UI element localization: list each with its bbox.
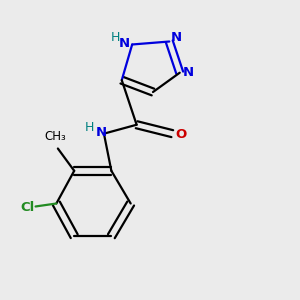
Text: N: N — [183, 66, 194, 79]
Text: H: H — [85, 121, 94, 134]
Text: O: O — [175, 128, 186, 141]
Text: H: H — [110, 31, 120, 44]
Text: N: N — [118, 37, 129, 50]
Text: CH₃: CH₃ — [44, 130, 66, 143]
Text: N: N — [95, 126, 106, 139]
Text: N: N — [170, 32, 182, 44]
Text: Cl: Cl — [20, 201, 34, 214]
